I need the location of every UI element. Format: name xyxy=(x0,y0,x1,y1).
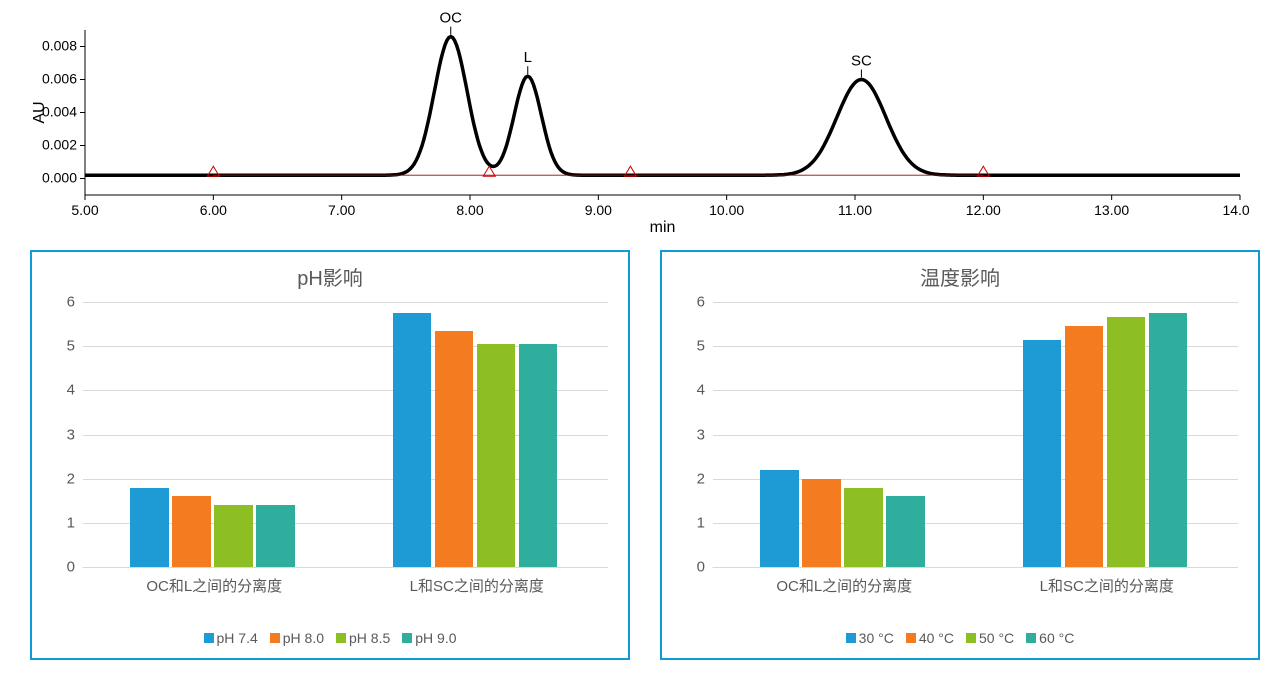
legend-swatch xyxy=(846,633,856,643)
bar xyxy=(886,496,925,567)
legend-swatch xyxy=(336,633,346,643)
legend-label: 50 °C xyxy=(979,630,1014,646)
bar-ytick: 0 xyxy=(697,559,713,576)
legend-swatch xyxy=(966,633,976,643)
chart-title: pH影响 xyxy=(32,262,628,291)
bar-xcategory: L和SC之间的分离度 xyxy=(346,567,609,596)
bar-ytick: 6 xyxy=(697,294,713,311)
chrom-xlabel: min xyxy=(650,219,676,235)
legend-item: 60 °C xyxy=(1026,630,1074,646)
bar-plot-area: 0123456OC和L之间的分离度L和SC之间的分离度 xyxy=(82,302,608,568)
bar xyxy=(256,505,295,567)
gridline xyxy=(83,302,608,303)
bar-xcategory: OC和L之间的分离度 xyxy=(713,567,976,596)
chrom-peak-label: L xyxy=(524,49,532,66)
bar-ytick: 5 xyxy=(697,338,713,355)
chrom-xtick: 13.00 xyxy=(1094,202,1129,218)
chrom-ytick: 0.000 xyxy=(42,170,77,186)
bar xyxy=(130,488,169,568)
bar xyxy=(760,470,799,567)
legend-label: pH 8.5 xyxy=(349,630,390,646)
chrom-xtick: 5.00 xyxy=(71,202,98,218)
legend-label: pH 7.4 xyxy=(217,630,258,646)
temperature-chart: 温度影响0123456OC和L之间的分离度L和SC之间的分离度30 °C40 °… xyxy=(660,250,1260,660)
bar xyxy=(1149,313,1188,567)
legend-item: 40 °C xyxy=(906,630,954,646)
chrom-xtick: 6.00 xyxy=(200,202,227,218)
legend-label: 40 °C xyxy=(919,630,954,646)
bar-xcategory: L和SC之间的分离度 xyxy=(976,567,1239,596)
bar-ytick: 0 xyxy=(67,559,83,576)
bar-plot-area: 0123456OC和L之间的分离度L和SC之间的分离度 xyxy=(712,302,1238,568)
chrom-fit-trace xyxy=(85,37,1240,176)
chrom-ytick: 0.008 xyxy=(42,38,77,54)
bar-ytick: 5 xyxy=(67,338,83,355)
legend-item: pH 9.0 xyxy=(402,630,456,646)
legend-swatch xyxy=(270,633,280,643)
bar xyxy=(1107,317,1146,567)
bar-ytick: 3 xyxy=(697,426,713,443)
bar xyxy=(519,344,558,567)
legend-swatch xyxy=(204,633,214,643)
bar-ytick: 2 xyxy=(697,470,713,487)
legend-item: pH 8.5 xyxy=(336,630,390,646)
bar xyxy=(477,344,516,567)
legend-swatch xyxy=(402,633,412,643)
ph-chart: pH影响0123456OC和L之间的分离度L和SC之间的分离度pH 7.4pH … xyxy=(30,250,630,660)
legend-label: 60 °C xyxy=(1039,630,1074,646)
legend-swatch xyxy=(906,633,916,643)
bar-legend: 30 °C 40 °C 50 °C 60 °C xyxy=(662,630,1258,646)
chrom-ytick: 0.002 xyxy=(42,137,77,153)
bar-ytick: 6 xyxy=(67,294,83,311)
legend-item: pH 8.0 xyxy=(270,630,324,646)
legend-item: pH 7.4 xyxy=(204,630,258,646)
bar-xcategory: OC和L之间的分离度 xyxy=(83,567,346,596)
chromatogram-plot: 5.00 6.00 7.00 8.00 9.00 10.00 11.00 12.00 13.00… xyxy=(30,10,1250,235)
bar xyxy=(435,331,474,567)
bar-ytick: 4 xyxy=(697,382,713,399)
bar-legend: pH 7.4 pH 8.0 pH 8.5 pH 9.0 xyxy=(32,630,628,646)
chrom-xtick: 8.00 xyxy=(456,202,483,218)
bar-ytick: 4 xyxy=(67,382,83,399)
legend-item: 50 °C xyxy=(966,630,1014,646)
chrom-trace xyxy=(85,37,1240,176)
bar xyxy=(214,505,253,567)
bar xyxy=(1023,340,1062,567)
legend-label: 30 °C xyxy=(859,630,894,646)
legend-label: pH 8.0 xyxy=(283,630,324,646)
chart-title: 温度影响 xyxy=(662,262,1258,291)
bar-ytick: 3 xyxy=(67,426,83,443)
bar xyxy=(393,313,432,567)
bar xyxy=(844,488,883,568)
bar-ytick: 1 xyxy=(697,514,713,531)
bar-ytick: 2 xyxy=(67,470,83,487)
legend-item: 30 °C xyxy=(846,630,894,646)
chrom-xtick: 7.00 xyxy=(328,202,355,218)
gridline xyxy=(713,302,1238,303)
chrom-xtick: 9.00 xyxy=(585,202,612,218)
bar xyxy=(172,496,211,567)
chrom-xtick: 14.00 xyxy=(1222,202,1250,218)
chrom-xtick: 10.00 xyxy=(709,202,744,218)
chrom-ylabel: AU xyxy=(31,101,48,123)
bar-ytick: 1 xyxy=(67,514,83,531)
legend-swatch xyxy=(1026,633,1036,643)
chrom-xtick: 11.00 xyxy=(838,202,872,218)
bar xyxy=(802,479,841,567)
legend-label: pH 9.0 xyxy=(415,630,456,646)
bar xyxy=(1065,326,1104,567)
chrom-xtick: 12.00 xyxy=(966,202,1001,218)
chrom-peak-label: SC xyxy=(851,53,872,70)
chrom-peak-label: OC xyxy=(440,10,463,27)
chrom-ytick: 0.006 xyxy=(42,71,77,87)
